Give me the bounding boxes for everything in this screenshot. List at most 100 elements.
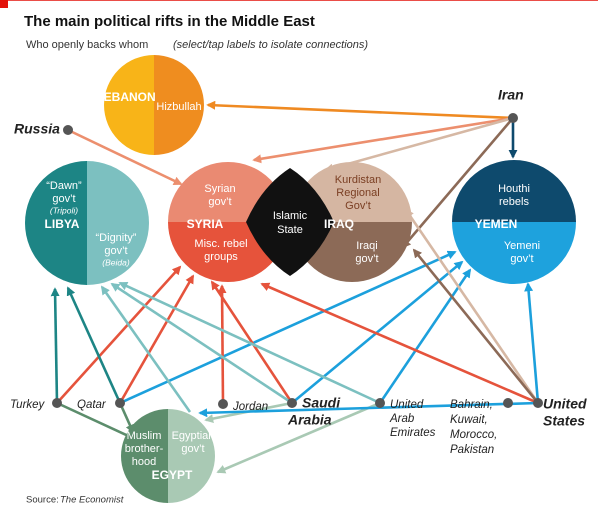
group-part: Gov’t [345,200,371,212]
backer-dots [52,113,543,409]
source-label: Source: [26,495,59,506]
backer-dot [218,399,228,409]
connection [404,208,540,404]
lebanon-right [154,55,204,155]
backer[interactable]: United Arab Emirates [389,399,436,439]
group-part: hood [132,456,156,468]
source-name: The Economist [60,495,124,506]
connection [100,285,192,413]
group-part: gov’t [208,196,231,208]
group-part: gov’t [104,245,127,257]
backer-label[interactable]: Emirates [390,427,436,439]
group-part: Misc. rebel [194,238,247,250]
backer-label[interactable]: Iran [498,87,524,103]
connection [119,250,457,405]
backer-dot [533,398,543,408]
backer[interactable]: Iran [498,87,524,103]
connections [50,100,540,474]
backer[interactable]: Qatar [77,399,107,411]
group-part: “Dawn” [46,180,82,192]
connection [56,265,182,404]
connection [412,248,540,404]
connection [252,116,514,164]
connection [206,100,514,120]
connection [378,268,472,404]
connection [324,116,514,173]
group-note: (Tripoli) [50,205,78,215]
group-name: LEBANON [96,90,155,104]
group-name: YEMEN [475,217,518,231]
backer-dot [52,398,62,408]
backer-label[interactable]: Pakistan [450,444,494,456]
backer-label[interactable]: Arab [389,413,415,425]
group-part: Iraqi [356,240,377,252]
backer-label[interactable]: Turkey [10,399,46,411]
group-part: Hizbullah [156,101,201,113]
yemen-bottom [452,222,576,284]
title: The main political rifts in the Middle E… [24,13,315,30]
connection [118,281,381,405]
backer-label[interactable]: Bahrain, [450,399,493,411]
libya-left [25,161,87,285]
group-part: Muslim [127,430,162,442]
group-part: Egyptian [172,430,215,442]
group-part: Syrian [204,183,235,195]
egypt-left [121,409,168,503]
group-part: brother- [125,443,164,455]
backer[interactable]: Russia [14,121,60,137]
backer-label[interactable]: States [543,413,585,429]
backer-dot [508,113,518,123]
group-name: IRAQ [324,217,354,231]
is-label: State [277,224,303,236]
egypt-right [168,409,215,503]
backer-label[interactable]: United [543,396,587,412]
connection [401,117,514,249]
backer-label[interactable]: Kuwait, [450,414,488,426]
connection [217,284,227,405]
libya-right [87,161,149,285]
group-name: SYRIA [187,217,224,231]
subtitle: Who openly backs whom [26,39,148,51]
yemen-top [452,160,576,222]
group-part: gov’t [355,253,378,265]
backer[interactable]: Turkey [10,399,46,411]
backer-label[interactable]: Russia [14,121,60,137]
connection [260,282,539,405]
backer-dot [63,125,73,135]
group-part: Houthi [498,183,530,195]
group-note: (Beida) [102,257,130,267]
connection [50,287,60,404]
backer-label[interactable]: Saudi [302,395,341,411]
connection [216,401,381,474]
connection [524,282,540,404]
group-part: Regional [336,187,379,199]
backer-label[interactable]: United [390,399,424,411]
backer-label[interactable]: Jordan [232,401,268,413]
corner-mark [0,0,8,8]
backer-label[interactable]: Arabia [287,412,332,428]
group-name: EGYPT [152,468,193,482]
group-part: gov’t [181,443,204,455]
hint: (select/tap labels to isolate connection… [173,39,368,51]
lebanon-left [104,55,154,155]
backer[interactable]: Bahrain, Kuwait, Morocco, Pakistan [450,399,497,456]
backer-label[interactable]: Morocco, [450,429,497,441]
backer-dot [115,398,125,408]
islamic-state [246,168,334,276]
connection [110,282,293,405]
backer-label[interactable]: Qatar [77,399,107,411]
connection [118,402,135,434]
group-part: Yemeni [504,240,540,252]
group-part: groups [204,251,238,263]
is-label: Islamic [273,210,308,222]
backer[interactable]: Jordan [232,401,268,413]
group-part: “Dignity” [96,232,137,244]
backer-dot [375,398,385,408]
group-part: Kurdistan [335,174,381,186]
connection [198,401,539,418]
group-part: rebels [499,196,529,208]
backer-dot [503,398,513,408]
